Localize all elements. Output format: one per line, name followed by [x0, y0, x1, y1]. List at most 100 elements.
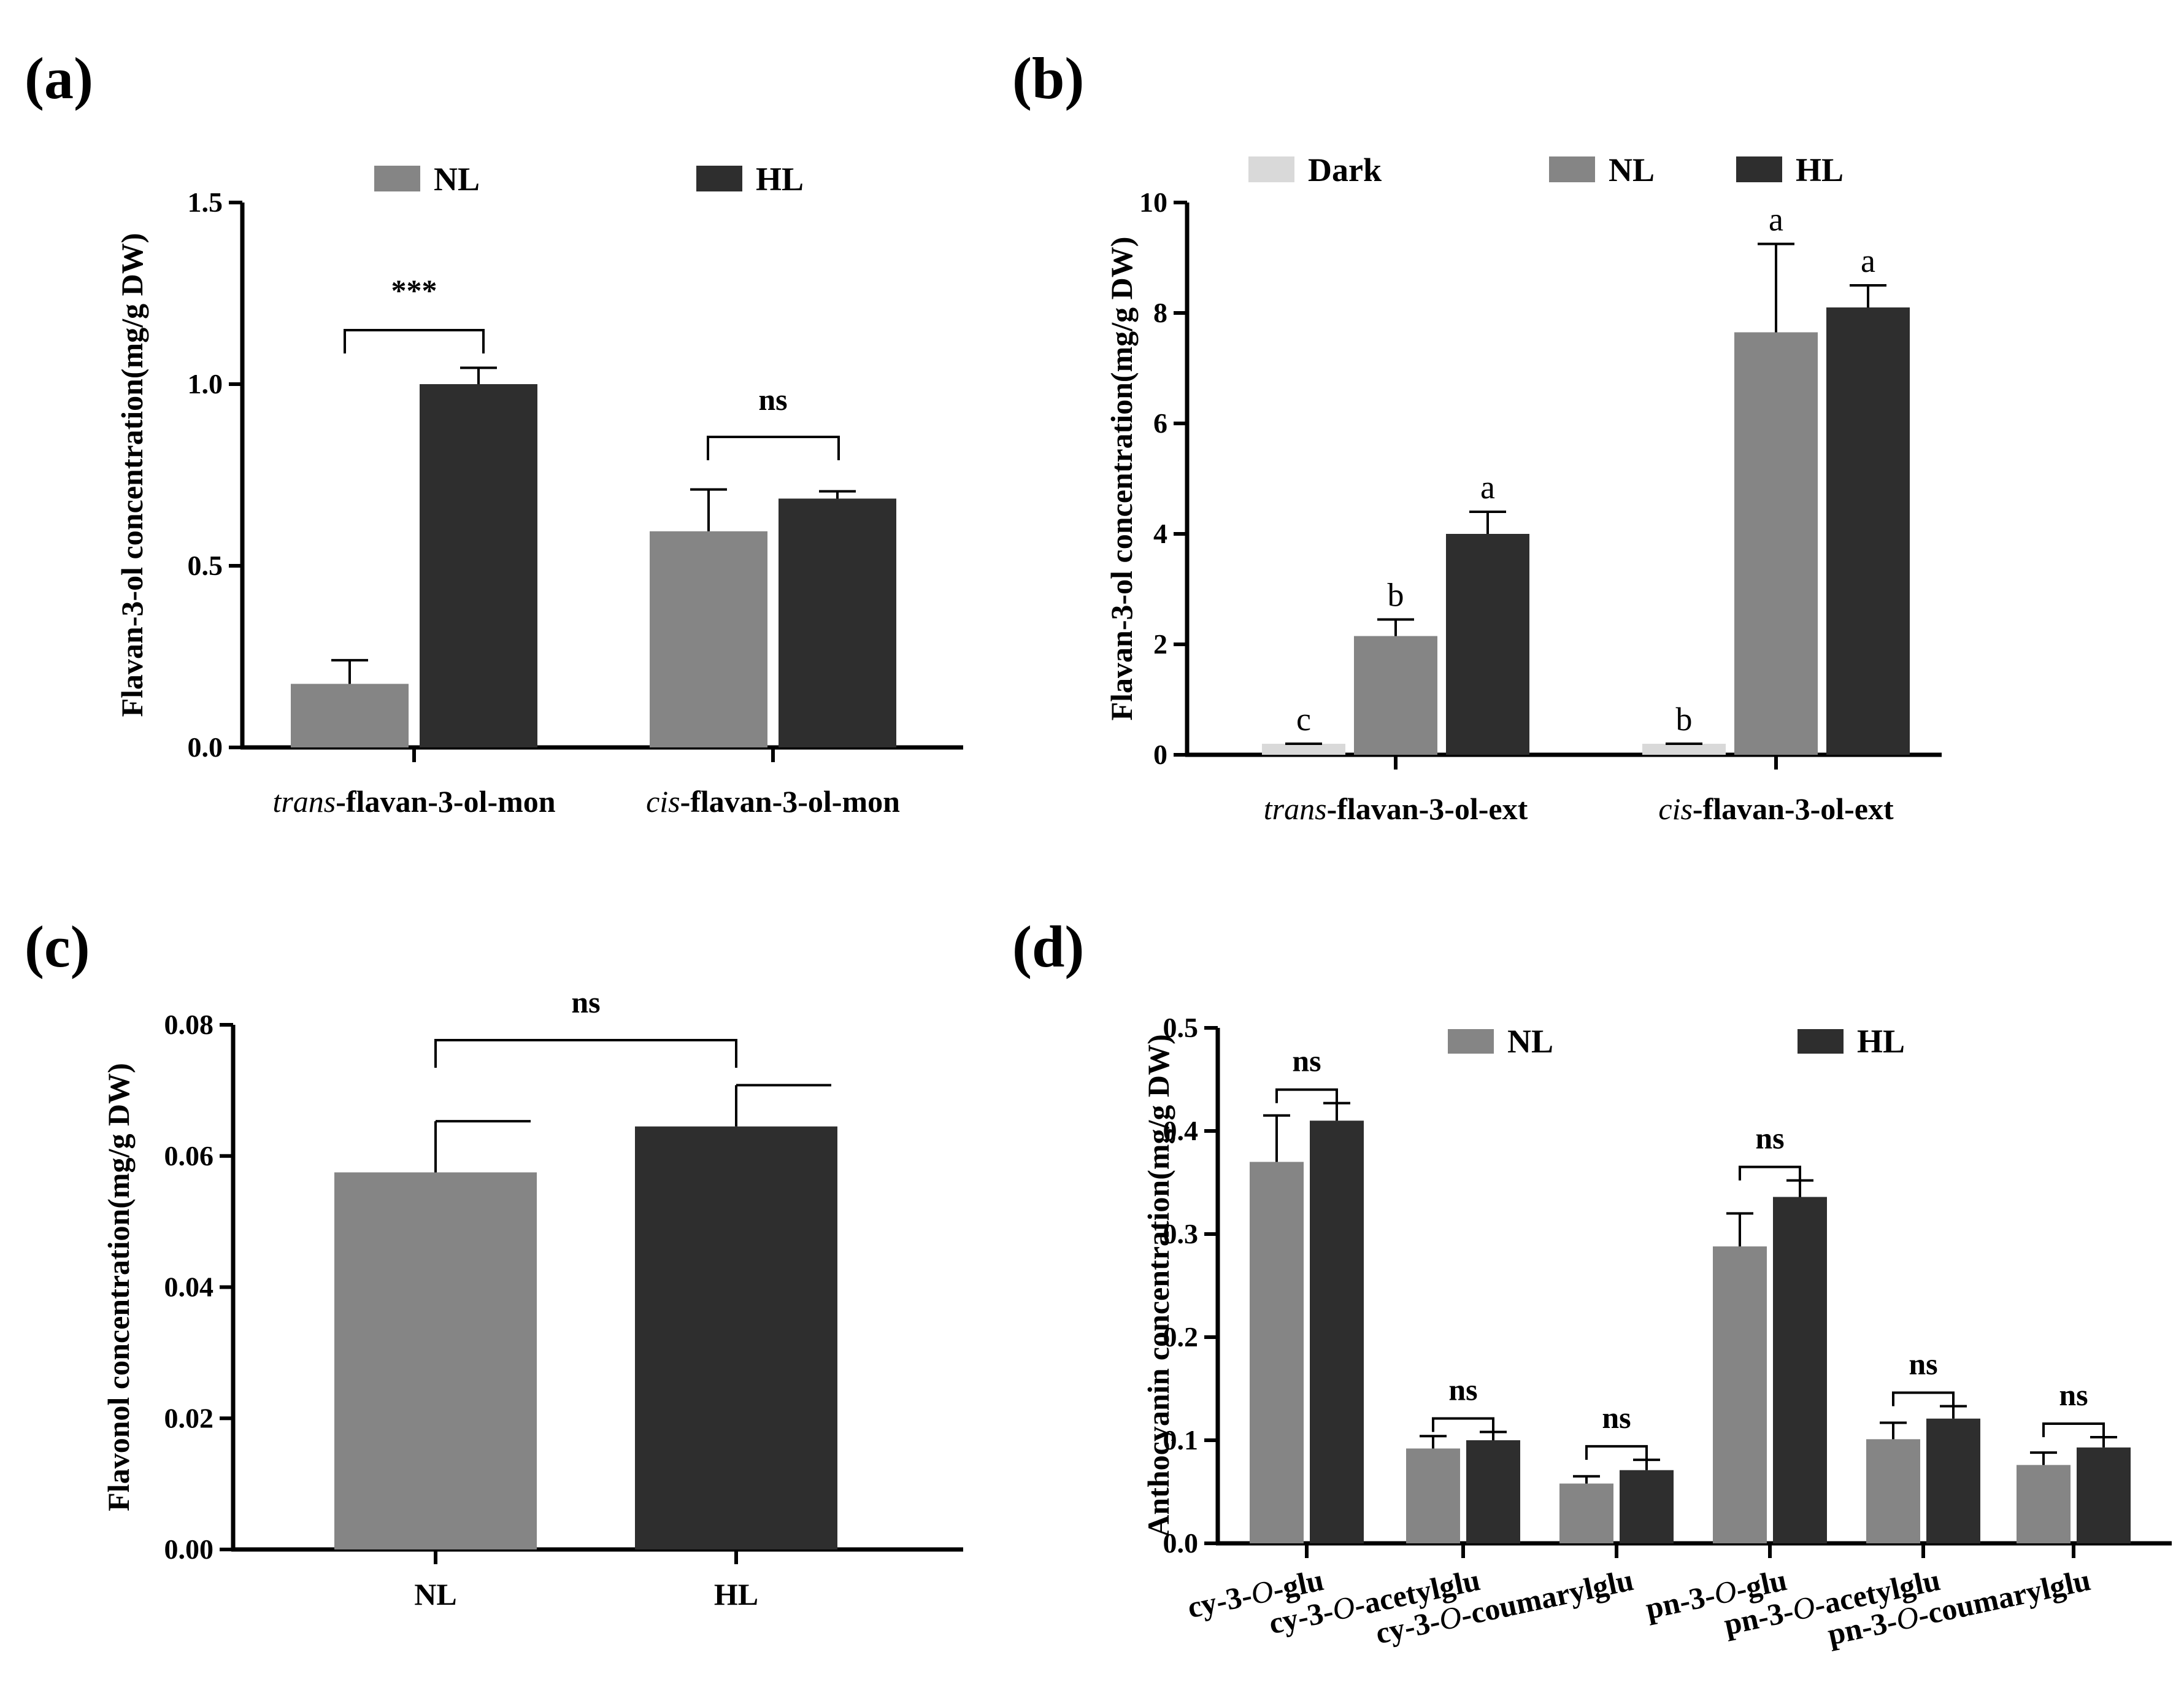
bar-nl — [1713, 1246, 1767, 1543]
significance-letter: a — [1480, 469, 1495, 506]
panel-a-label: (a) — [25, 45, 93, 111]
y-tick-label: 0.04 — [164, 1271, 214, 1303]
bar-hl — [1446, 534, 1529, 755]
significance-bracket — [434, 1039, 737, 1068]
y-tick-label: 0.1 — [1163, 1424, 1199, 1456]
category-prefix: pn-3- — [1642, 1578, 1718, 1626]
panel-a: (a) 0.0 0.5 1.0 1.5 Flavan-3-ol concentratio… — [25, 45, 963, 819]
category-italic: trans — [1264, 792, 1327, 826]
significance-label: ns — [1292, 1044, 1321, 1078]
significance-letter: b — [1388, 577, 1404, 614]
significance-letter: b — [1676, 701, 1693, 738]
category-text: -flavan-3-ol-ext — [1327, 792, 1528, 826]
significance-bracket — [1739, 1165, 1801, 1181]
significance-label: ns — [571, 985, 600, 1019]
panel-a-plot: 0.0 0.5 1.0 1.5 Flavan-3-ol concentration(mg… — [115, 161, 963, 819]
significance-label: ns — [1909, 1347, 1937, 1381]
bar-nl — [650, 531, 767, 747]
bar-hl — [635, 1126, 837, 1549]
significance-letter: a — [1861, 242, 1875, 279]
y-tick-label: 0.06 — [164, 1140, 214, 1171]
legend-swatch-nl — [1549, 156, 1595, 182]
bar-nl — [291, 684, 409, 747]
bar-hl — [1826, 307, 1910, 755]
y-tick-label: 0.0 — [188, 731, 223, 763]
category-text: HL — [714, 1577, 758, 1611]
legend-swatch-nl — [374, 166, 420, 191]
significance-letter: c — [1296, 701, 1311, 738]
panel-c-label: (c) — [25, 914, 90, 979]
bar-hl — [1466, 1440, 1520, 1543]
bar-nl — [1866, 1439, 1920, 1543]
significance-label: ns — [758, 382, 787, 417]
x-category-label: trans-flavan-3-ol-ext — [1264, 792, 1528, 826]
category-text: -coumarylglu — [1458, 1562, 1636, 1632]
y-tick-label: 0.5 — [1163, 1012, 1199, 1043]
category-text: -flavan-3-ol-mon — [680, 784, 900, 819]
bar-dark — [1262, 744, 1345, 755]
y-tick-label: 2 — [1153, 628, 1167, 660]
significance-label: ns — [1448, 1373, 1477, 1407]
legend-label-nl: NL — [434, 161, 480, 198]
y-tick-label: 0.2 — [1163, 1321, 1199, 1352]
significance-label: ns — [1755, 1121, 1784, 1156]
bar-nl — [334, 1172, 537, 1549]
y-tick-label: 0.0 — [1163, 1527, 1199, 1559]
panel-c-plot: 0.00 0.02 0.04 0.06 0.08 Flavonol concentrati… — [101, 985, 963, 1611]
y-tick-label: 0.5 — [188, 550, 223, 581]
y-tick-label: 0.02 — [164, 1402, 214, 1433]
x-category-label: cis-flavan-3-ol-mon — [646, 784, 900, 819]
y-tick-label: 0 — [1153, 739, 1167, 770]
legend-swatch-hl — [696, 166, 742, 191]
bar-hl — [1620, 1470, 1674, 1543]
legend-swatch-dark — [1248, 156, 1294, 182]
x-category-label: trans-flavan-3-ol-mon — [272, 784, 555, 819]
legend-label-hl: HL — [1857, 1023, 1905, 1060]
significance-label: ns — [1602, 1400, 1631, 1435]
y-axis-label: Flavan-3-ol concentration(mg/g DW) — [1104, 237, 1139, 721]
category-prefix: cy-3- — [1185, 1578, 1255, 1625]
y-tick-label: 4 — [1153, 518, 1167, 549]
y-tick-label: 1.0 — [188, 368, 223, 399]
x-category-label: NL — [414, 1577, 456, 1611]
x-category-label: HL — [714, 1577, 758, 1611]
panel-d-label: (d) — [1012, 914, 1084, 979]
significance-letter: a — [1769, 201, 1783, 238]
significance-bracket — [707, 436, 840, 460]
legend-swatch-hl — [1798, 1029, 1844, 1054]
bar-hl — [1310, 1121, 1364, 1543]
y-tick-label: 0.3 — [1163, 1218, 1199, 1249]
legend-label-hl: HL — [756, 161, 804, 198]
significance-bracket — [344, 329, 485, 353]
bar-nl — [2017, 1465, 2071, 1543]
significance-bracket — [2042, 1422, 2105, 1437]
category-italic: cis — [646, 784, 680, 819]
significance-bracket — [1585, 1445, 1648, 1460]
significance-bracket — [1892, 1391, 1955, 1406]
bar-hl — [2077, 1447, 2131, 1543]
y-tick-label: 8 — [1153, 297, 1167, 328]
y-axis-label: Flavan-3-ol concentration(mg/g DW) — [115, 233, 149, 717]
bar-nl — [1559, 1483, 1613, 1543]
significance-bracket — [1432, 1417, 1494, 1432]
y-axis-label: Anthocyanin concentration(mg/g DW) — [1141, 1034, 1175, 1537]
x-category-label: cis-flavan-3-ol-ext — [1658, 792, 1894, 826]
legend-swatch-hl — [1736, 156, 1782, 182]
legend-label-nl: NL — [1609, 152, 1655, 188]
panel-c: (c) 0.00 0.02 0.04 0.06 0.08 Flavonol concent… — [25, 914, 963, 1611]
category-italic: trans — [272, 784, 336, 819]
significance-label: ns — [2059, 1378, 2088, 1412]
bar-hl — [420, 384, 537, 747]
y-tick-label: 10 — [1139, 187, 1167, 218]
bar-nl — [1406, 1448, 1460, 1543]
bar-hl — [1926, 1418, 1980, 1543]
y-tick-label: 0.4 — [1163, 1115, 1199, 1146]
category-italic: cis — [1658, 792, 1693, 826]
bar-nl — [1250, 1162, 1304, 1543]
y-axis-label: Flavonol concentration(mg/g DW) — [101, 1063, 136, 1511]
y-tick-label: 0.08 — [164, 1009, 214, 1040]
